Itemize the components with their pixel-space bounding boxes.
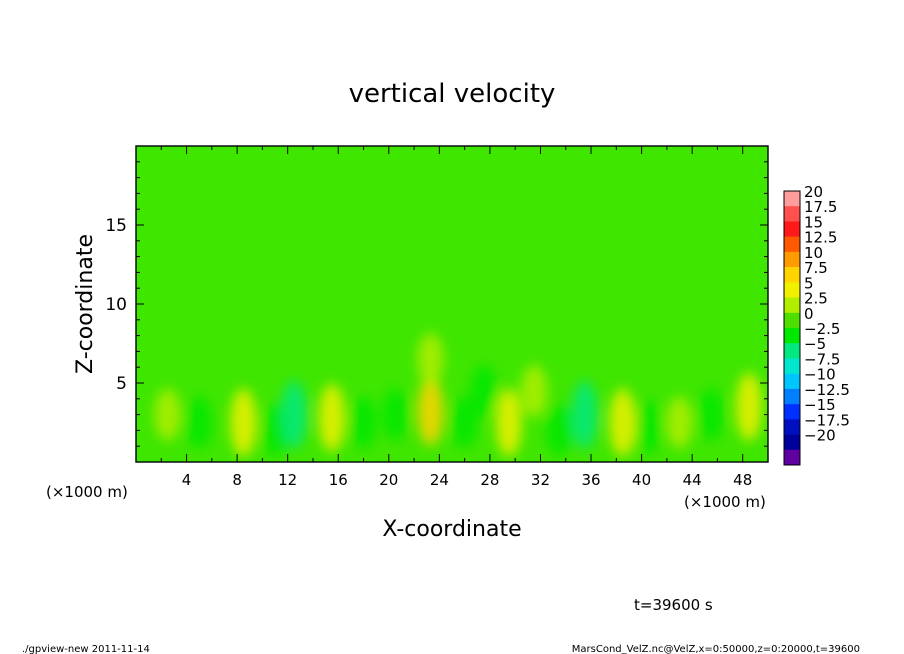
field-cell-19: [736, 372, 763, 441]
colorbar-label: 7.5: [804, 259, 828, 277]
field-cell-20: [417, 333, 444, 386]
x-tick-label: 16: [329, 471, 348, 489]
colorbar: 2017.51512.5107.552.50−2.5−5−7.5−10−12.5…: [783, 183, 850, 466]
field-cell-8: [417, 377, 444, 446]
colorbar-label: 5: [804, 274, 814, 292]
colorbar-label: −7.5: [804, 350, 840, 368]
x-tick-label: 40: [632, 471, 651, 489]
field-cell-5: [318, 383, 345, 452]
x-tick-label: 20: [379, 471, 398, 489]
colorbar-swatch: [784, 206, 800, 222]
time-label: t=39600 s: [634, 596, 713, 614]
colorbar-label: 0: [804, 305, 814, 323]
colorbar-swatch: [784, 388, 800, 405]
y-tick-label: 10: [105, 295, 127, 315]
field-cell-7: [382, 388, 409, 441]
x-tick-label: 44: [683, 471, 702, 489]
colorbar-swatch: [784, 373, 800, 390]
colorbar-label: 15: [804, 213, 823, 231]
colorbar-swatch: [784, 312, 800, 329]
colorbar-label: −10: [804, 366, 836, 384]
x-tick-label: 28: [480, 471, 499, 489]
field-cell-6: [350, 396, 377, 449]
x-unit-left: (×1000 m): [46, 483, 128, 501]
field-cell-13: [546, 404, 573, 457]
colorbar-swatch: [784, 191, 800, 207]
colorbar-label: −17.5: [804, 411, 850, 429]
colorbar-label: −20: [804, 427, 836, 445]
y-axis-label: Z-coordinate: [73, 234, 98, 374]
field-cell-14: [571, 380, 598, 449]
colorbar-label: −15: [804, 396, 836, 414]
chart-title: vertical velocity: [349, 79, 556, 109]
y-tick-label: 15: [105, 216, 127, 236]
field-cell-2: [230, 388, 257, 457]
x-tick-label: 32: [531, 471, 550, 489]
field-blobs: [154, 333, 763, 457]
colorbar-swatch: [784, 449, 800, 466]
x-axis-label: X-coordinate: [382, 517, 521, 542]
field-cell-4: [281, 380, 307, 449]
colorbar-frame: [783, 190, 801, 466]
footer-left: ./gpview-new 2011-11-14: [22, 644, 150, 654]
colorbar-swatch: [784, 282, 800, 298]
field-layer: [154, 333, 763, 457]
colorbar-swatch: [784, 297, 800, 314]
colorbar-swatch: [784, 236, 800, 253]
field-cell-0: [154, 388, 181, 441]
colorbar-swatch: [784, 328, 800, 344]
plot-area: [135, 145, 769, 463]
colorbar-swatch: [784, 343, 800, 359]
x-tick-label: 36: [581, 471, 600, 489]
colorbar-label: 12.5: [804, 229, 837, 247]
colorbar-swatch: [784, 434, 800, 451]
field-cell-17: [666, 396, 693, 449]
colorbar-swatch: [784, 358, 800, 374]
colorbar-swatch: [784, 419, 800, 435]
x-unit-right: (×1000 m): [684, 493, 766, 511]
colorbar-label: −5: [804, 335, 826, 353]
footer-right: MarsCond_VelZ.nc@VelZ,x=0:50000,z=0:2000…: [572, 644, 860, 654]
colorbar-label: −2.5: [804, 320, 840, 338]
y-axis: 5 10 15: [105, 161, 768, 447]
colorbar-swatch: [784, 404, 800, 420]
colorbar-label: 20: [804, 183, 823, 201]
colorbar-label: −12.5: [804, 381, 850, 399]
field-cell-16: [634, 401, 661, 454]
field-cell-9: [451, 396, 478, 449]
colorbar-swatch: [784, 267, 800, 283]
field-cell-1: [186, 396, 213, 449]
x-tick-label: 4: [182, 471, 192, 489]
field-cell-18: [698, 388, 725, 441]
colorbar-label: 2.5: [804, 290, 828, 308]
colorbar-label: 10: [804, 244, 823, 262]
x-tick-label: 12: [278, 471, 297, 489]
x-tick-label: 24: [430, 471, 449, 489]
field-cell-12: [521, 364, 548, 417]
colorbar-swatch: [784, 221, 800, 237]
field-cell-15: [609, 388, 636, 457]
x-axis: 4 8 12 16 20 24 28 32 36 40 44 48: [160, 146, 752, 489]
colorbar-swatch: [784, 251, 800, 268]
y-tick-label: 5: [116, 374, 127, 394]
colorbar-label: 17.5: [804, 198, 837, 216]
field-cell-11: [495, 388, 522, 457]
x-tick-label: 48: [733, 471, 752, 489]
field-cell-10: [470, 364, 497, 417]
x-tick-label: 8: [232, 471, 242, 489]
